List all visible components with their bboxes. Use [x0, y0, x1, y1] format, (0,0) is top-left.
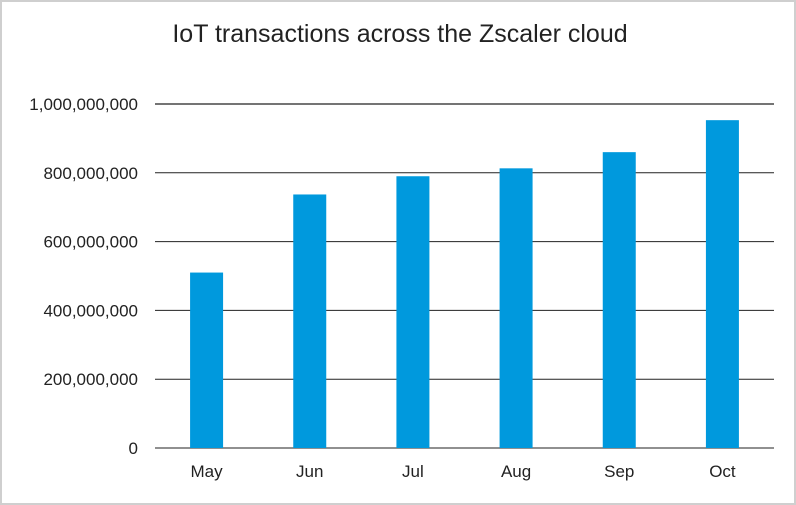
y-tick-label: 800,000,000 — [43, 164, 138, 183]
bar-may — [190, 272, 224, 448]
x-tick-label: Sep — [604, 462, 634, 481]
bars — [190, 120, 739, 449]
y-tick-label: 200,000,000 — [43, 370, 138, 389]
bar-jun — [293, 194, 327, 448]
gridlines — [155, 103, 774, 449]
bar-oct — [705, 120, 739, 448]
y-axis-tick-labels: 0 200,000,000 400,000,000 600,000,000 800,00… — [29, 95, 138, 458]
x-tick-label: Jun — [296, 462, 323, 481]
x-tick-label: Jul — [402, 462, 424, 481]
chart-title: IoT transactions across the Zscaler clou… — [172, 20, 628, 48]
bar-jul — [396, 176, 430, 449]
bar-aug — [499, 168, 533, 448]
x-tick-label: May — [191, 462, 224, 481]
x-tick-label: Oct — [709, 462, 736, 481]
x-axis-tick-labels: May Jun Jul Aug Sep Oct — [191, 462, 736, 481]
y-tick-label: 0 — [129, 439, 138, 458]
y-tick-label: 600,000,000 — [43, 233, 138, 252]
y-tick-label: 1,000,000,000 — [29, 95, 138, 114]
x-tick-label: Aug — [501, 462, 531, 481]
y-tick-label: 400,000,000 — [43, 301, 138, 320]
bar-sep — [602, 152, 636, 448]
